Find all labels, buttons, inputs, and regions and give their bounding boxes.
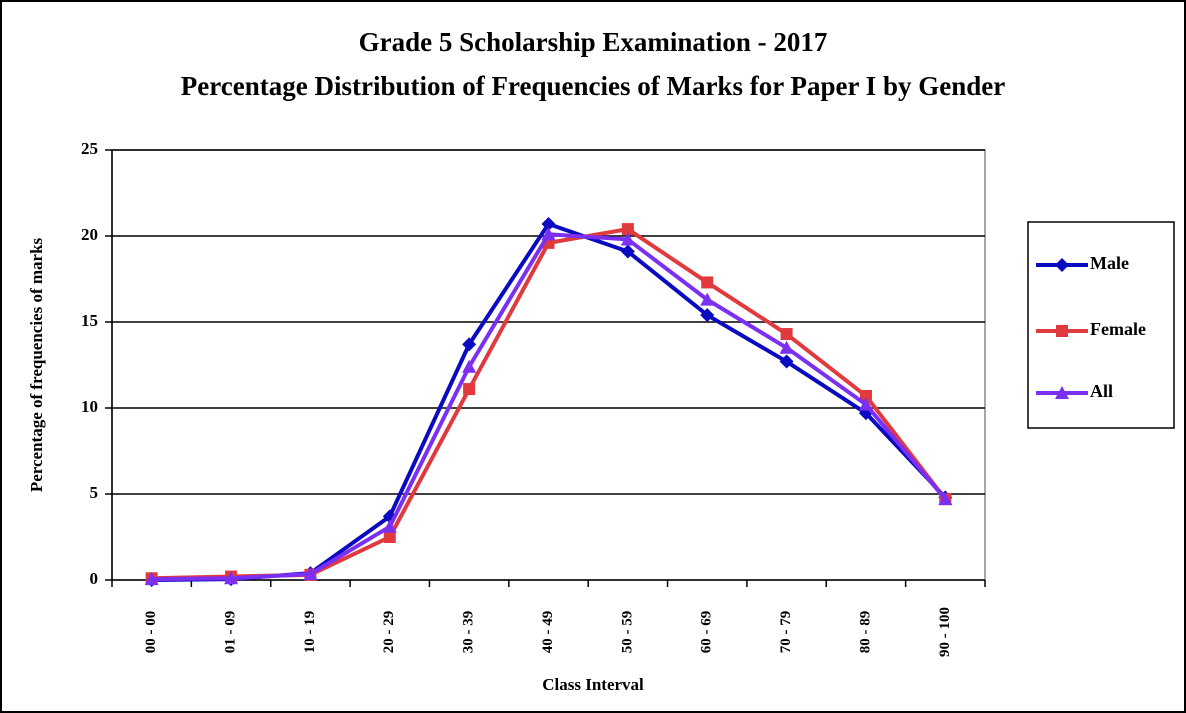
marker xyxy=(144,572,159,586)
x-tick-label: 01 - 09 xyxy=(222,611,238,654)
marker xyxy=(541,227,556,241)
x-tick-label: 70 - 79 xyxy=(778,611,794,654)
marker xyxy=(462,359,477,373)
y-tick-label: 5 xyxy=(90,483,99,502)
y-tick-label: 20 xyxy=(81,225,98,244)
marker xyxy=(1056,325,1068,337)
x-tick-label: 90 - 100 xyxy=(937,607,953,657)
y-tick-label: 10 xyxy=(81,397,98,416)
marker xyxy=(700,292,715,306)
chart-title: Grade 5 Scholarship Examination - 2017 xyxy=(359,27,828,57)
x-tick-label: 40 - 49 xyxy=(540,611,556,654)
marker xyxy=(700,308,715,323)
marker xyxy=(779,340,794,354)
legend-label: Female xyxy=(1090,319,1146,339)
marker xyxy=(1055,386,1069,399)
marker xyxy=(938,492,953,506)
marker xyxy=(620,244,635,259)
x-axis-title: Class Interval xyxy=(542,675,644,694)
marker xyxy=(224,571,239,585)
marker xyxy=(779,354,794,369)
legend-label: Male xyxy=(1090,253,1129,273)
marker xyxy=(462,337,477,352)
marker xyxy=(859,389,872,402)
y-tick-label: 15 xyxy=(81,311,98,330)
y-tick-label: 25 xyxy=(81,139,98,158)
marker xyxy=(541,216,556,231)
marker xyxy=(701,276,714,289)
legend-label: All xyxy=(1090,381,1113,401)
marker xyxy=(858,397,873,411)
x-tick-label: 50 - 59 xyxy=(619,611,635,654)
marker xyxy=(1055,258,1069,272)
x-tick-label: 00 - 00 xyxy=(143,611,159,654)
x-tick-label: 30 - 39 xyxy=(461,611,477,654)
marker xyxy=(383,531,396,543)
y-tick-label: 0 xyxy=(90,569,99,588)
marker xyxy=(620,232,635,246)
marker xyxy=(382,519,397,533)
marker xyxy=(463,383,476,396)
x-tick-label: 20 - 29 xyxy=(381,611,397,654)
x-tick-label: 60 - 69 xyxy=(699,611,715,654)
marker xyxy=(303,566,318,580)
marker xyxy=(780,328,793,341)
y-axis-title: Percentage of frequencies of marks xyxy=(27,237,46,492)
x-tick-label: 80 - 89 xyxy=(857,611,873,654)
plot-area xyxy=(111,149,986,581)
marker xyxy=(621,223,634,236)
x-tick-label: 10 - 19 xyxy=(302,611,318,654)
chart-subtitle: Percentage Distribution of Frequencies o… xyxy=(181,71,1005,101)
